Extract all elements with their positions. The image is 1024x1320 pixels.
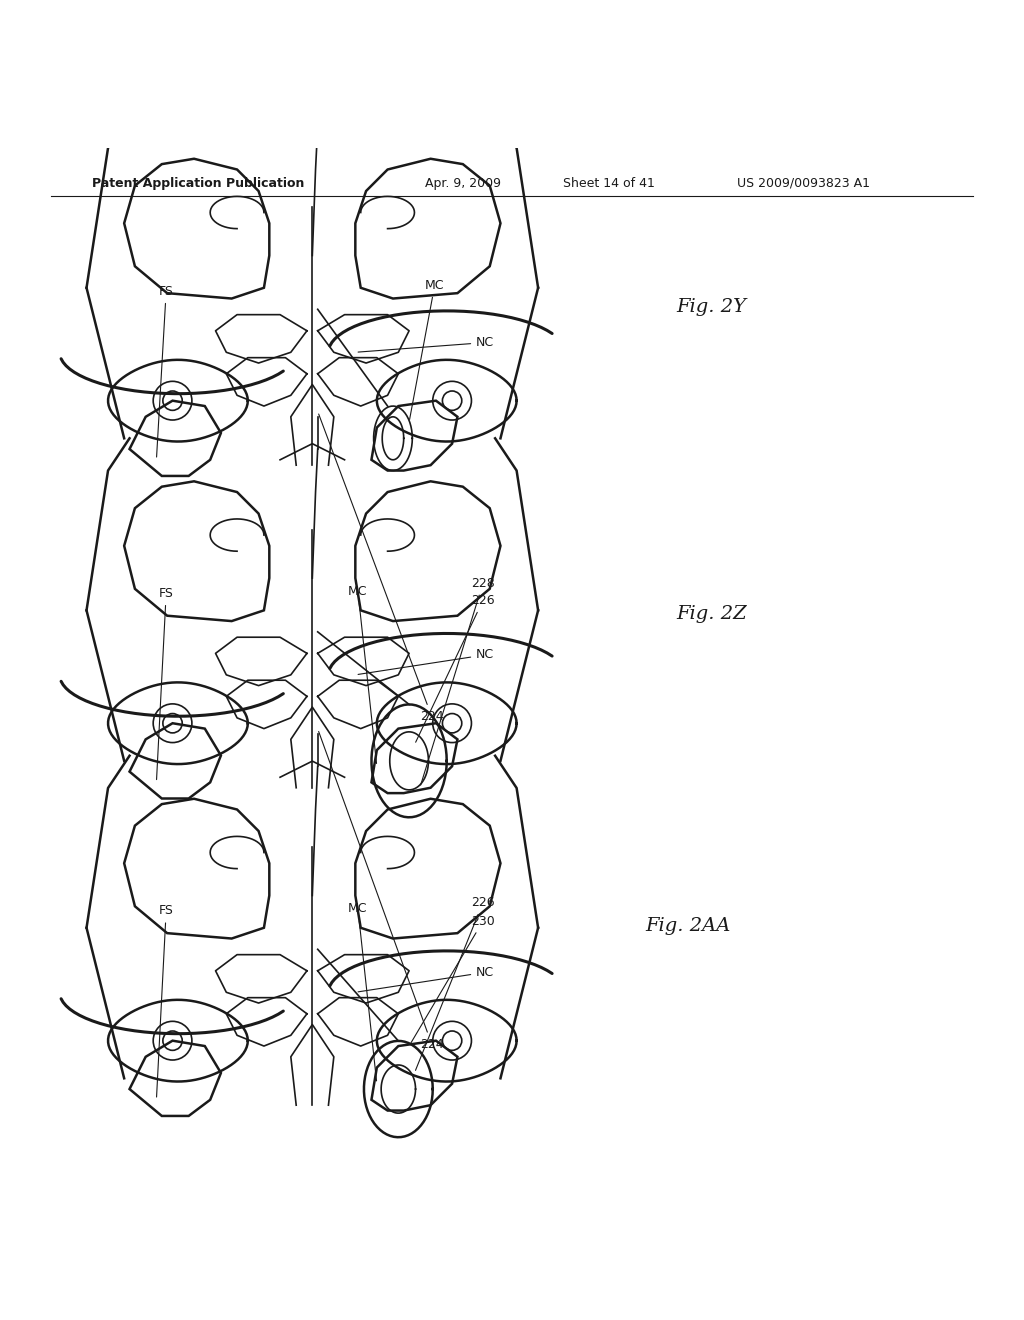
- Text: NC: NC: [358, 648, 495, 675]
- Text: Apr. 9, 2009: Apr. 9, 2009: [425, 177, 501, 190]
- Text: MC: MC: [410, 279, 444, 420]
- Text: US 2009/0093823 A1: US 2009/0093823 A1: [737, 177, 870, 190]
- Text: 226: 226: [416, 594, 495, 742]
- Text: Fig. 2AA: Fig. 2AA: [645, 917, 730, 936]
- Text: FS: FS: [157, 285, 174, 457]
- Text: NC: NC: [358, 337, 495, 352]
- Text: 230: 230: [411, 915, 495, 1044]
- Text: FS: FS: [157, 904, 174, 1097]
- Text: NC: NC: [358, 966, 495, 991]
- Text: Patent Application Publication: Patent Application Publication: [92, 177, 304, 190]
- Text: Fig. 2Y: Fig. 2Y: [676, 298, 745, 315]
- Text: 226: 226: [416, 896, 495, 1071]
- Text: 228: 228: [421, 577, 495, 785]
- Text: MC: MC: [348, 903, 377, 1081]
- Text: Sheet 14 of 41: Sheet 14 of 41: [563, 177, 655, 190]
- Text: FS: FS: [157, 587, 174, 780]
- Text: 224: 224: [318, 731, 443, 1051]
- Text: MC: MC: [348, 585, 377, 763]
- Text: 224: 224: [318, 414, 443, 723]
- Text: Fig. 2Z: Fig. 2Z: [676, 605, 746, 623]
